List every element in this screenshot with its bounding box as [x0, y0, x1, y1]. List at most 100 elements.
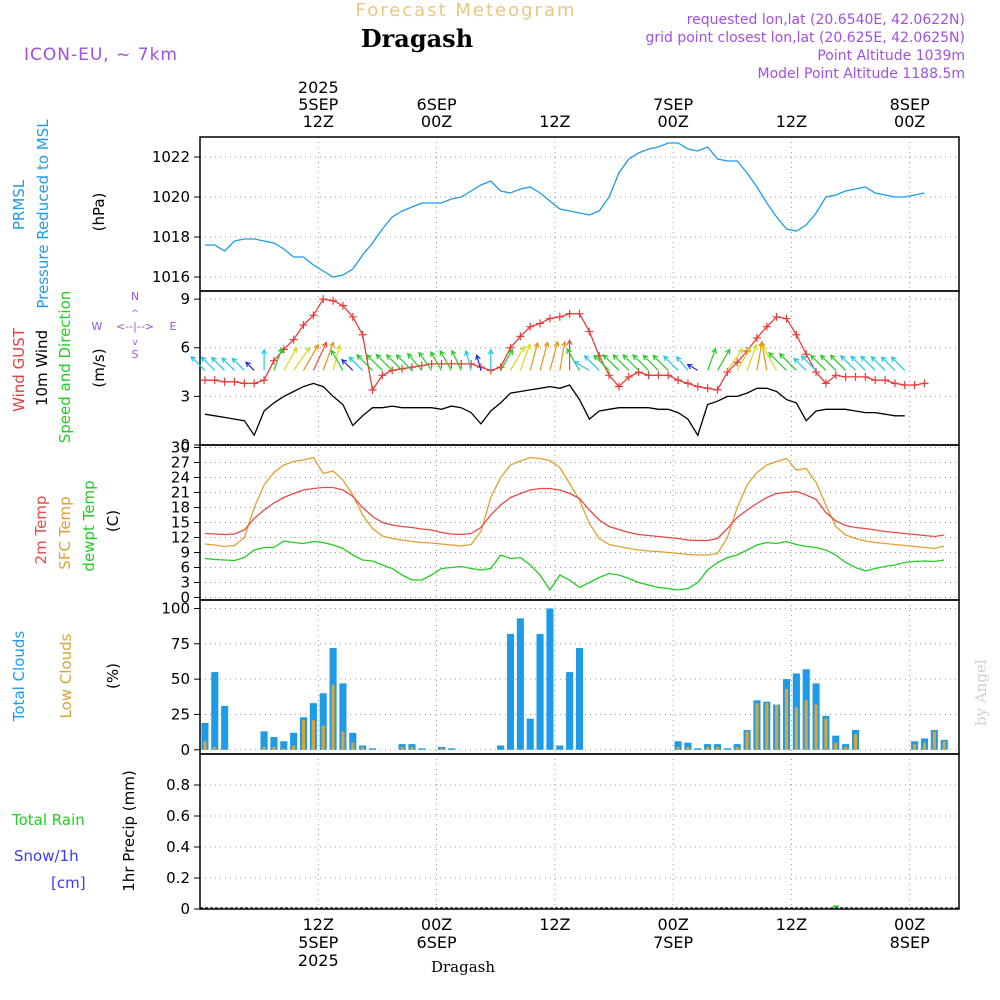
top-time-label: 6SEP — [417, 95, 457, 114]
label-total-rain: Total Rain — [11, 811, 85, 829]
total-cloud-bar — [684, 742, 692, 750]
total-cloud-bar — [447, 748, 455, 750]
low-cloud-bar — [311, 720, 315, 750]
panel-frame — [199, 136, 960, 292]
wind-speed-line — [204, 382, 905, 437]
y-tick-label: 25 — [171, 705, 190, 723]
wind-arrow — [860, 355, 876, 371]
y-tick-label: 3 — [180, 387, 190, 405]
label-total-clouds: Total Clouds — [10, 631, 28, 723]
top-time-label: 2025 — [298, 78, 339, 97]
pressure-line — [204, 142, 925, 278]
wind-arrow — [890, 356, 906, 371]
panels: 1016101810201022036903691215182124273002… — [152, 78, 960, 970]
y-tick-label: 6 — [180, 339, 190, 357]
y-tick-label: 75 — [171, 635, 190, 653]
wind-arrow — [566, 338, 573, 371]
y-tick-label: 30 — [171, 439, 190, 457]
compass-arrows-vertical-down: v — [132, 338, 138, 348]
gust-marker — [703, 384, 712, 393]
y-tick-label: 15 — [171, 514, 190, 532]
label-snow-1h: Snow/1h — [14, 847, 79, 865]
total-cloud-bar — [211, 672, 219, 750]
y-tick-label: 12 — [171, 529, 190, 547]
gust-marker — [240, 379, 249, 388]
top-time-label: 12Z — [303, 112, 334, 131]
gust-marker — [506, 343, 515, 352]
label-1hr-precip: 1hr Precip (mm) — [120, 770, 138, 891]
gust-marker — [368, 385, 377, 394]
wind-arrow — [418, 351, 433, 371]
wind-arrow — [762, 345, 778, 371]
gust-marker — [821, 379, 830, 388]
wind-arrow — [475, 353, 482, 371]
wind-arrow — [573, 360, 590, 371]
gust-marker — [605, 371, 614, 380]
gust-marker — [447, 359, 456, 368]
gust-marker — [624, 372, 633, 381]
gust-marker — [398, 364, 407, 373]
gust-marker — [319, 295, 328, 304]
wind-arrow — [726, 348, 744, 371]
wind-arrow — [840, 355, 856, 371]
wind-arrow — [332, 344, 342, 371]
label-dewpt-temp: dewpt Temp — [80, 480, 98, 571]
compass-s: S — [132, 348, 139, 361]
wind-arrow — [330, 349, 344, 371]
wind-arrow — [210, 356, 226, 371]
label-snow-cm: [cm] — [51, 874, 86, 892]
wind-arrow — [273, 347, 284, 371]
wind-arrow — [663, 355, 679, 371]
low-cloud-bar — [765, 703, 769, 750]
compass-arrows-vertical: ^ — [131, 309, 139, 319]
gust-marker — [900, 381, 909, 390]
wind-arrow — [642, 354, 659, 371]
gust-marker — [545, 314, 554, 323]
low-cloud-bar — [755, 703, 759, 750]
wind-arrow — [406, 352, 423, 371]
wind-arrow — [539, 341, 550, 371]
label-hpa: (hPa) — [90, 193, 108, 232]
gust-marker — [210, 376, 219, 385]
wind-arrow — [632, 354, 649, 371]
top-time-label: 00Z — [894, 112, 925, 131]
gust-marker — [378, 371, 387, 380]
wind-arrow — [464, 349, 472, 371]
label-10m-wind: 10m Wind — [33, 330, 51, 406]
total-cloud-bar — [556, 745, 564, 750]
gust-marker — [585, 327, 594, 336]
y-tick-label: 0 — [180, 589, 190, 607]
gust-marker — [693, 382, 702, 391]
wind-arrow — [583, 355, 600, 371]
low-cloud-bar — [351, 742, 355, 750]
gust-marker — [772, 312, 781, 321]
total-cloud-bar — [575, 648, 584, 750]
gust-marker — [388, 366, 397, 375]
wind-arrow — [356, 354, 373, 371]
label-percent: (%) — [104, 663, 122, 689]
label-prmsl: PRMSL — [10, 179, 28, 230]
gust-marker — [782, 314, 791, 323]
wind-arrow — [850, 355, 866, 371]
low-cloud-bar — [439, 748, 444, 750]
label-pressure-msl: Pressure Reduced to MSL — [34, 119, 52, 309]
y-tick-label: 9 — [180, 544, 190, 562]
compass-rose: N S W E <--|--> ^ v — [92, 290, 177, 361]
wind-arrow — [746, 343, 758, 371]
total-cloud-bar — [280, 741, 288, 750]
top-time-label: 7SEP — [653, 95, 693, 114]
sfc-temp-line — [204, 456, 945, 556]
gust-marker — [910, 381, 919, 390]
y-tick-label: 9 — [180, 290, 190, 308]
total-cloud-bar — [418, 748, 426, 750]
wind-arrow — [707, 347, 717, 371]
footer-location: Dragash — [431, 958, 495, 976]
wind-arrow — [430, 351, 443, 371]
compass-e: E — [170, 320, 177, 333]
top-time-label: 12Z — [776, 112, 807, 131]
label-speed-direction: Speed and Direction — [56, 291, 74, 444]
gust-marker — [733, 358, 742, 367]
model-name: ICON-EU, ~ 7km — [24, 45, 178, 65]
bottom-time-label: 12Z — [303, 915, 334, 934]
